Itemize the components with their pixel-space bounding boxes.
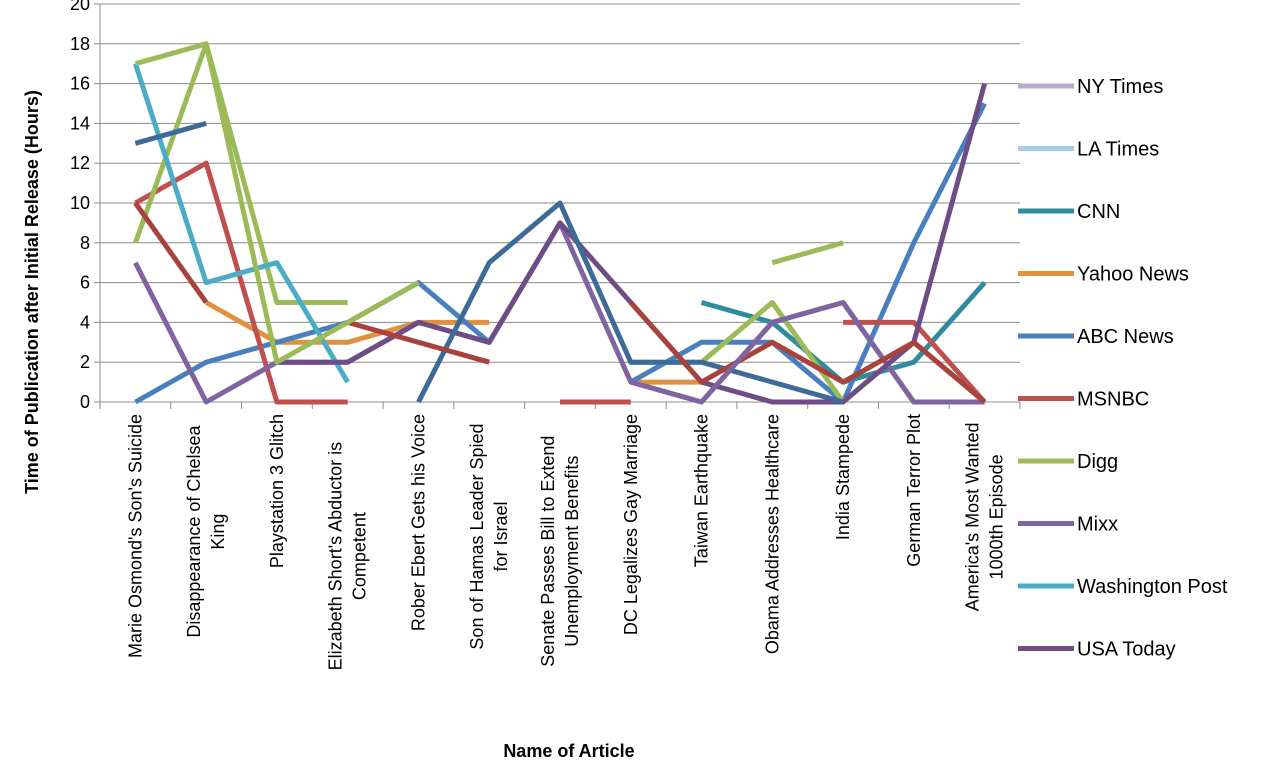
x-tick-label: Rober Ebert Gets his Voice	[408, 414, 428, 631]
y-tick-label: 0	[80, 392, 90, 412]
x-tick-label-line: Disappearance of Chelsea	[184, 425, 204, 638]
legend-label: Yahoo News	[1077, 264, 1189, 286]
x-axis-title: Name of Article	[503, 741, 634, 761]
series-line-segment	[628, 300, 987, 404]
x-tick-label-line: German Terror Plot	[904, 414, 924, 567]
y-tick-label: 18	[70, 34, 90, 54]
x-axis-ticks: Marie Osmond's Son's Suicide Disappearanc…	[99, 402, 1021, 671]
y-tick-label: 12	[70, 153, 90, 173]
series-line-washington-post	[133, 62, 350, 384]
x-tick-label-line: Playstation 3 Glitch	[267, 414, 287, 568]
series-line-segment	[771, 240, 844, 266]
series-line-segment	[416, 200, 844, 405]
x-tick-label: Senate Passes Bill to Extend Unemployment…	[538, 436, 582, 667]
legend-label: NY Times	[1077, 76, 1163, 98]
x-tick-label-line: Unemployment Benefits	[562, 456, 582, 647]
series-line-abc-news	[629, 102, 987, 405]
series-line-segment	[630, 300, 844, 405]
x-tick-label-line: Senate Passes Bill to Extend	[538, 436, 558, 667]
legend-label: CNN	[1077, 201, 1120, 223]
series-line-msnbc	[843, 319, 987, 404]
x-tick-label-line: America's Most Wanted	[963, 422, 983, 611]
series-line-digg	[133, 41, 348, 305]
legend-label: MSNBC	[1077, 389, 1149, 411]
series-line-segment	[134, 120, 207, 146]
legend-label: USA Today	[1077, 639, 1176, 661]
x-tick-label: Disappearance of Chelsea King	[184, 425, 228, 638]
y-tick-label: 6	[80, 273, 90, 293]
series-line-segment	[133, 201, 209, 304]
x-tick-label: Elizabeth Short's Abductor is Competent	[326, 442, 370, 671]
y-tick-label: 16	[70, 74, 90, 94]
x-tick-label: Playstation 3 Glitch	[267, 414, 287, 568]
legend-label: ABC News	[1077, 326, 1174, 348]
x-tick-label-line: Taiwan Earthquake	[692, 414, 712, 567]
x-tick-label: German Terror Plot	[904, 414, 924, 567]
y-tick-label: 20	[70, 0, 90, 14]
legend-label: Washington Post	[1077, 576, 1228, 598]
y-axis-ticks: 0 2 4 6 8 10 12 14 16 18 20	[70, 0, 100, 412]
series-line-msnbc	[134, 160, 348, 405]
y-tick-label: 14	[70, 113, 90, 133]
legend-label: LA Times	[1077, 139, 1159, 161]
x-tick-label-line: Rober Ebert Gets his Voice	[408, 414, 428, 631]
x-tick-label-line: 1000th Episode	[987, 454, 1007, 579]
x-tick-label: Obama Addresses Healthcare	[762, 414, 782, 654]
x-tick-label-line: King	[208, 514, 228, 550]
x-tick-label-line: Elizabeth Short's Abductor is	[326, 442, 346, 671]
x-tick-label-line: Marie Osmond's Son's Suicide	[125, 414, 145, 658]
legend: NY Times LA Times CNN Yahoo News ABC News MSN…	[1018, 76, 1228, 661]
y-tick-label: 10	[70, 193, 90, 213]
y-axis-title: Time of Publication after Initial Releas…	[22, 90, 42, 494]
y-tick-label: 4	[80, 312, 90, 332]
x-tick-label-line: India Stampede	[833, 414, 853, 540]
legend-label: Mixx	[1077, 514, 1118, 536]
series-line-abc-news	[134, 280, 491, 405]
x-tick-label-line: for Israel	[491, 501, 511, 571]
x-tick-label: India Stampede	[833, 414, 853, 540]
x-tick-label-line: Competent	[350, 512, 370, 600]
series-lines	[133, 41, 988, 405]
x-tick-label: Son of Hamas Leader Spied for Israel	[467, 423, 511, 649]
x-tick-label: Taiwan Earthquake	[692, 414, 712, 567]
series-line-segment	[134, 41, 420, 365]
x-tick-label: America's Most Wanted 1000th Episode	[963, 422, 1007, 611]
x-tick-label: DC Legalizes Gay Marriage	[621, 414, 641, 635]
y-tick-label: 2	[80, 352, 90, 372]
legend-label: Digg	[1077, 451, 1118, 473]
x-tick-label: Marie Osmond's Son's Suicide	[125, 414, 145, 658]
x-tick-label-line: Son of Hamas Leader Spied	[467, 423, 487, 649]
x-tick-label-line: Obama Addresses Healthcare	[762, 414, 782, 654]
series-line-segment	[347, 319, 490, 365]
y-tick-label: 8	[80, 233, 90, 253]
x-tick-label-line: DC Legalizes Gay Marriage	[621, 414, 641, 635]
